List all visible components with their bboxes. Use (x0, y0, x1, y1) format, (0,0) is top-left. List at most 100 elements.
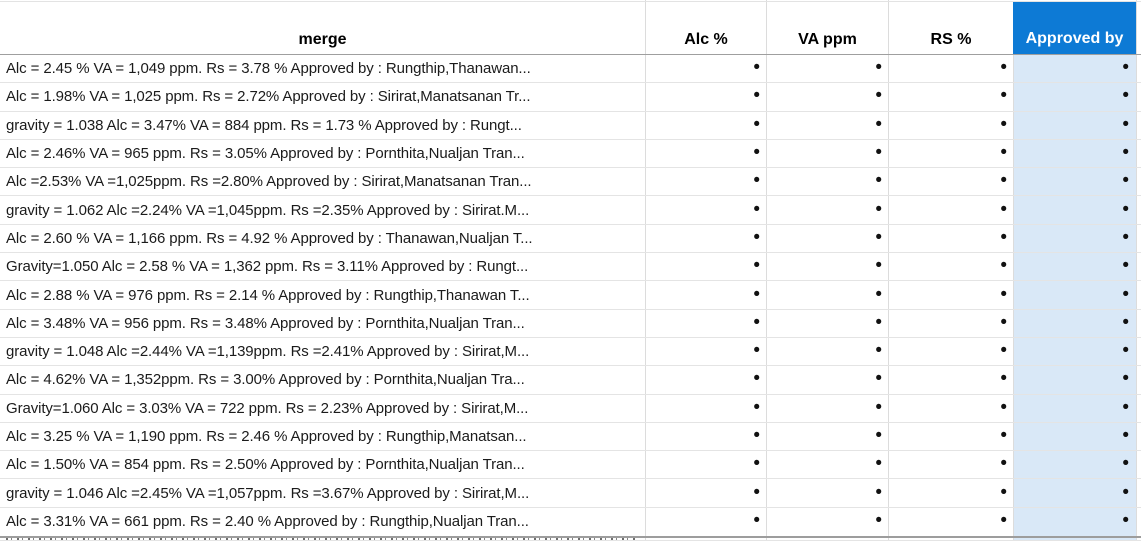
rs-cell[interactable]: • (888, 196, 1013, 224)
alc-cell[interactable]: • (645, 168, 766, 196)
va-ppm-cell[interactable]: • (766, 83, 888, 111)
alc-cell[interactable]: • (645, 309, 766, 337)
merge-cell[interactable]: Alc = 3.31% VA = 661 ppm. Rs = 2.40 % Ap… (0, 508, 645, 536)
rs-cell[interactable]: • (888, 224, 1013, 253)
alc-cell[interactable]: • (645, 507, 766, 537)
rs-cell[interactable]: • (888, 111, 1013, 139)
merge-cell[interactable]: gravity = 1.062 Alc =2.24% VA =1,045ppm.… (0, 196, 645, 223)
merge-cell[interactable]: Alc = 4.62% VA = 1,352ppm. Rs = 3.00% Ap… (0, 366, 645, 393)
approved-by-cell-selected[interactable]: • (1013, 196, 1136, 224)
value-bullet: • (1000, 340, 1007, 362)
rs-cell[interactable]: • (888, 281, 1013, 309)
approved-by-cell-selected[interactable]: • (1013, 507, 1136, 537)
value-bullet: • (753, 255, 760, 277)
alc-cell[interactable]: • (645, 253, 766, 281)
alc-cell[interactable]: • (645, 479, 766, 507)
va-ppm-cell[interactable]: • (766, 309, 888, 337)
approved-by-cell-selected[interactable]: • (1013, 366, 1136, 394)
alc-cell[interactable]: • (645, 83, 766, 111)
approved-by-cell-selected[interactable]: • (1013, 111, 1136, 139)
column-header-merge[interactable]: merge (298, 31, 347, 48)
approved-by-cell-selected[interactable]: • (1013, 479, 1136, 507)
alc-cell[interactable]: • (645, 366, 766, 394)
value-bullet: • (875, 340, 882, 362)
va-ppm-cell[interactable]: • (766, 366, 888, 394)
alc-cell[interactable]: • (645, 55, 766, 83)
merge-cell[interactable]: Alc = 3.25 % VA = 1,190 ppm. Rs = 2.46 %… (0, 423, 645, 450)
va-ppm-cell[interactable]: • (766, 224, 888, 253)
rs-cell[interactable]: • (888, 139, 1013, 168)
va-ppm-cell[interactable]: • (766, 451, 888, 479)
va-ppm-cell[interactable]: • (766, 196, 888, 224)
rs-cell[interactable]: • (888, 451, 1013, 479)
value-bullet: • (1000, 113, 1007, 135)
merge-cell[interactable]: Alc = 2.88 % VA = 976 ppm. Rs = 2.14 % A… (0, 281, 645, 308)
approved-by-cell-selected[interactable]: • (1013, 224, 1136, 253)
merge-cell[interactable]: Gravity=1.060 Alc = 3.03% VA = 722 ppm. … (0, 395, 645, 422)
approved-by-cell-selected[interactable]: • (1013, 422, 1136, 451)
alc-cell[interactable]: • (645, 422, 766, 451)
value-bullet: • (1122, 453, 1129, 475)
approved-by-cell-selected[interactable]: • (1013, 309, 1136, 337)
va-ppm-cell[interactable]: • (766, 507, 888, 537)
approved-by-cell-selected[interactable]: • (1013, 168, 1136, 196)
rs-cell[interactable]: • (888, 422, 1013, 451)
va-ppm-cell[interactable]: • (766, 479, 888, 507)
alc-cell[interactable]: • (645, 224, 766, 253)
rs-cell[interactable]: • (888, 394, 1013, 422)
alc-cell[interactable]: • (645, 281, 766, 309)
approved-by-cell-selected[interactable]: • (1013, 394, 1136, 422)
rs-cell[interactable]: • (888, 55, 1013, 83)
column-header-approved-by-selected[interactable]: Approved by (1013, 2, 1136, 54)
alc-cell[interactable]: • (645, 111, 766, 139)
alc-cell[interactable]: • (645, 451, 766, 479)
approved-by-cell-selected[interactable]: • (1013, 337, 1136, 366)
rs-cell[interactable]: • (888, 83, 1013, 111)
merge-cell[interactable]: Alc = 2.46% VA = 965 ppm. Rs = 3.05% App… (0, 140, 645, 167)
merge-cell[interactable]: gravity = 1.046 Alc =2.45% VA =1,057ppm.… (0, 479, 645, 506)
merge-cell[interactable]: Alc = 1.98% VA = 1,025 ppm. Rs = 2.72% A… (0, 83, 645, 110)
alc-cell[interactable]: • (645, 196, 766, 224)
va-ppm-cell[interactable]: • (766, 394, 888, 422)
va-ppm-cell[interactable]: • (766, 253, 888, 281)
approved-by-cell-selected[interactable]: • (1013, 55, 1136, 83)
merge-cell[interactable]: Gravity=1.050 Alc = 2.58 % VA = 1,362 pp… (0, 253, 645, 280)
merge-cell[interactable]: gravity = 1.038 Alc = 3.47% VA = 884 ppm… (0, 112, 645, 139)
value-bullet: • (1000, 198, 1007, 220)
merge-cell[interactable]: Alc = 1.50% VA = 854 ppm. Rs = 2.50% App… (0, 451, 645, 478)
approved-by-cell-selected[interactable]: • (1013, 253, 1136, 281)
merge-cell[interactable]: Alc = 2.45 % VA = 1,049 ppm. Rs = 3.78 %… (0, 55, 645, 82)
approved-by-cell-selected[interactable]: • (1013, 83, 1136, 111)
va-ppm-cell[interactable]: • (766, 281, 888, 309)
value-bullet: • (875, 481, 882, 503)
overflow-cell (1136, 337, 1141, 366)
approved-by-cell-selected[interactable]: • (1013, 281, 1136, 309)
va-ppm-cell[interactable]: • (766, 55, 888, 83)
merge-cell[interactable]: gravity = 1.048 Alc =2.44% VA =1,139ppm.… (0, 338, 645, 365)
alc-cell[interactable]: • (645, 394, 766, 422)
alc-cell[interactable]: • (645, 337, 766, 366)
rs-cell[interactable]: • (888, 168, 1013, 196)
rs-cell[interactable]: • (888, 366, 1013, 394)
column-header-va-ppm[interactable]: VA ppm (766, 0, 888, 54)
va-ppm-cell[interactable]: • (766, 111, 888, 139)
rs-cell[interactable]: • (888, 337, 1013, 366)
va-ppm-cell[interactable]: • (766, 168, 888, 196)
column-header-alc[interactable]: Alc % (645, 0, 766, 54)
table-row: Alc = 2.45 % VA = 1,049 ppm. Rs = 3.78 %… (0, 55, 1141, 84)
approved-by-cell-selected[interactable]: • (1013, 451, 1136, 479)
merge-cell-text: Alc = 2.46% VA = 965 ppm. Rs = 3.05% App… (6, 145, 525, 163)
merge-cell[interactable]: Alc =2.53% VA =1,025ppm. Rs =2.80% Appro… (0, 168, 645, 195)
merge-cell[interactable]: Alc = 3.48% VA = 956 ppm. Rs = 3.48% App… (0, 310, 645, 337)
approved-by-cell-selected[interactable]: • (1013, 139, 1136, 168)
va-ppm-cell[interactable]: • (766, 139, 888, 168)
alc-cell[interactable]: • (645, 139, 766, 168)
rs-cell[interactable]: • (888, 507, 1013, 537)
merge-cell[interactable]: Alc = 2.60 % VA = 1,166 ppm. Rs = 4.92 %… (0, 225, 645, 252)
rs-cell[interactable]: • (888, 253, 1013, 281)
va-ppm-cell[interactable]: • (766, 337, 888, 366)
rs-cell[interactable]: • (888, 479, 1013, 507)
rs-cell[interactable]: • (888, 309, 1013, 337)
column-header-rs[interactable]: RS % (888, 0, 1013, 54)
va-ppm-cell[interactable]: • (766, 422, 888, 451)
